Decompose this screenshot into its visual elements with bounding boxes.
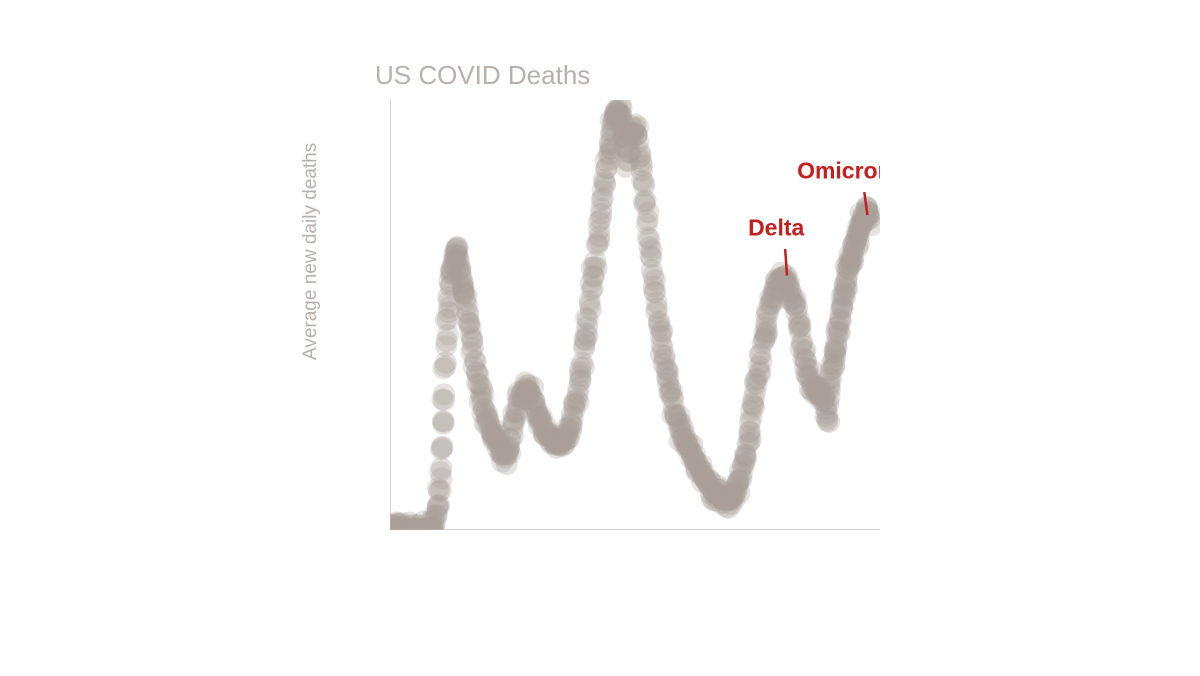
data-point	[433, 389, 455, 411]
data-point	[631, 169, 653, 191]
data-point	[580, 299, 602, 321]
data-point	[590, 209, 612, 231]
data-point	[432, 436, 454, 458]
data-point	[432, 413, 454, 435]
annotation-label: Delta	[748, 215, 804, 241]
annotation-label: Omicron	[797, 158, 880, 184]
data-point	[646, 291, 668, 313]
chart-plot-area: DeltaOmicron 0100020003000 202020212022	[390, 100, 880, 530]
chart-ylabel: Average new daily deaths	[300, 143, 322, 360]
data-point	[433, 357, 455, 379]
data-point	[569, 357, 591, 379]
data-point	[461, 330, 483, 352]
data-point	[583, 256, 605, 278]
chart-title: US COVID Deaths	[375, 60, 590, 91]
covid-deaths-chart: US COVID Deaths Average new daily deaths…	[330, 60, 890, 600]
